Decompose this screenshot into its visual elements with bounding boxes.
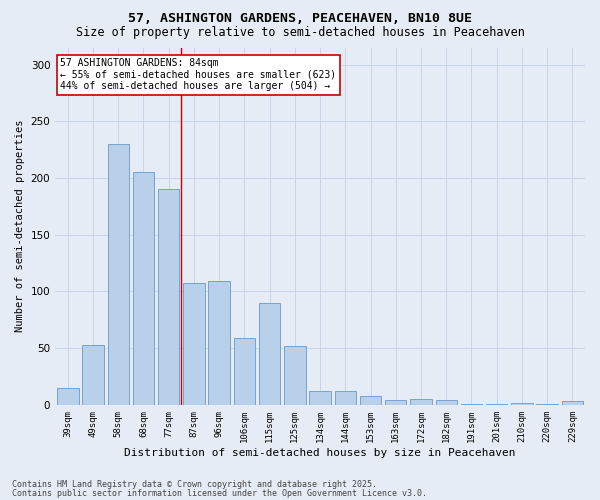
Bar	[486, 404, 508, 405]
Text: Contains public sector information licensed under the Open Government Licence v3: Contains public sector information licen…	[12, 489, 427, 498]
Bar	[107, 144, 129, 405]
Bar	[158, 190, 179, 405]
Bar	[233, 338, 255, 405]
Text: 57, ASHINGTON GARDENS, PEACEHAVEN, BN10 8UE: 57, ASHINGTON GARDENS, PEACEHAVEN, BN10 …	[128, 12, 472, 26]
Bar	[183, 284, 205, 405]
Y-axis label: Number of semi-detached properties: Number of semi-detached properties	[15, 120, 25, 332]
Text: Size of property relative to semi-detached houses in Peacehaven: Size of property relative to semi-detach…	[76, 26, 524, 39]
Text: 57 ASHINGTON GARDENS: 84sqm
← 55% of semi-detached houses are smaller (623)
44% : 57 ASHINGTON GARDENS: 84sqm ← 55% of sem…	[61, 58, 337, 92]
Bar	[284, 346, 305, 405]
Bar	[461, 404, 482, 405]
Bar	[385, 400, 406, 405]
Bar	[57, 388, 79, 405]
Bar	[536, 404, 558, 405]
Bar	[436, 400, 457, 405]
Bar	[82, 344, 104, 405]
Text: Contains HM Land Registry data © Crown copyright and database right 2025.: Contains HM Land Registry data © Crown c…	[12, 480, 377, 489]
Bar	[208, 281, 230, 405]
Bar	[360, 396, 381, 405]
Bar	[310, 391, 331, 405]
Bar	[133, 172, 154, 405]
Bar	[562, 402, 583, 405]
Bar	[335, 391, 356, 405]
X-axis label: Distribution of semi-detached houses by size in Peacehaven: Distribution of semi-detached houses by …	[124, 448, 516, 458]
Bar	[410, 399, 432, 405]
Bar	[511, 402, 533, 405]
Bar	[259, 302, 280, 405]
